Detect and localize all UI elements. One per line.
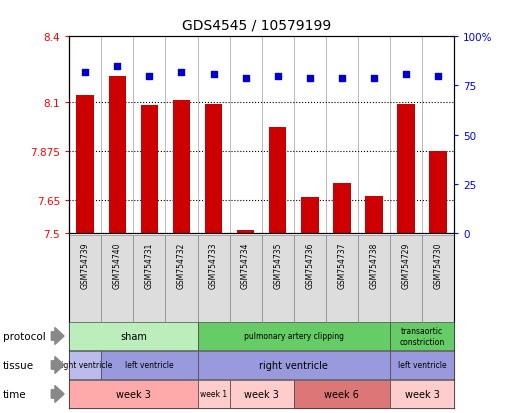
Bar <box>76 96 94 233</box>
Text: GSM754729: GSM754729 <box>401 242 410 289</box>
Bar <box>237 230 254 233</box>
Point <box>81 69 89 76</box>
Text: right ventricle: right ventricle <box>58 361 112 370</box>
Text: GSM754739: GSM754739 <box>81 242 90 289</box>
Point <box>209 71 218 78</box>
Text: transaortic
constriction: transaortic constriction <box>399 327 445 346</box>
Bar <box>422 235 454 322</box>
Text: week 3: week 3 <box>405 389 439 399</box>
Bar <box>397 105 415 233</box>
Text: sham: sham <box>120 331 147 341</box>
Text: week 6: week 6 <box>324 389 359 399</box>
Bar <box>293 235 326 322</box>
Text: week 3: week 3 <box>116 389 151 399</box>
Text: week 3: week 3 <box>244 389 279 399</box>
Point <box>242 75 250 82</box>
Text: GSM754736: GSM754736 <box>305 242 314 289</box>
Point <box>370 75 378 82</box>
Point <box>113 63 122 70</box>
Bar <box>173 100 190 233</box>
Text: left ventricle: left ventricle <box>398 361 446 370</box>
Text: GSM754735: GSM754735 <box>273 242 282 289</box>
Text: protocol: protocol <box>3 331 45 341</box>
Bar <box>333 183 350 233</box>
Point <box>145 73 153 80</box>
Text: GSM754730: GSM754730 <box>433 242 443 289</box>
Point <box>402 71 410 78</box>
Text: week 1: week 1 <box>200 389 227 399</box>
Bar <box>429 152 447 233</box>
Text: time: time <box>3 389 26 399</box>
Text: right ventricle: right ventricle <box>259 360 328 370</box>
Bar <box>69 235 102 322</box>
Bar <box>326 235 358 322</box>
Text: GDS4545 / 10579199: GDS4545 / 10579199 <box>182 19 331 33</box>
Bar <box>365 196 383 233</box>
Bar <box>269 128 286 233</box>
Bar <box>165 235 198 322</box>
Bar <box>102 235 133 322</box>
Text: GSM754734: GSM754734 <box>241 242 250 289</box>
Text: GSM754738: GSM754738 <box>369 242 379 289</box>
Point <box>306 75 314 82</box>
Bar <box>358 235 390 322</box>
Bar <box>205 105 222 233</box>
Text: pulmonary artery clipping: pulmonary artery clipping <box>244 332 344 341</box>
Text: GSM754733: GSM754733 <box>209 242 218 289</box>
Text: tissue: tissue <box>3 360 34 370</box>
Text: GSM754737: GSM754737 <box>337 242 346 289</box>
Bar <box>390 235 422 322</box>
Text: GSM754740: GSM754740 <box>113 242 122 289</box>
Point <box>177 69 186 76</box>
Point <box>273 73 282 80</box>
Point <box>338 75 346 82</box>
Bar <box>133 235 165 322</box>
Bar <box>109 76 126 233</box>
Bar <box>141 106 158 233</box>
Bar <box>198 235 229 322</box>
Text: left ventricle: left ventricle <box>125 361 174 370</box>
Point <box>434 73 442 80</box>
Bar <box>301 197 319 233</box>
Bar <box>229 235 262 322</box>
Text: GSM754732: GSM754732 <box>177 242 186 289</box>
Text: GSM754731: GSM754731 <box>145 242 154 289</box>
Bar <box>262 235 293 322</box>
